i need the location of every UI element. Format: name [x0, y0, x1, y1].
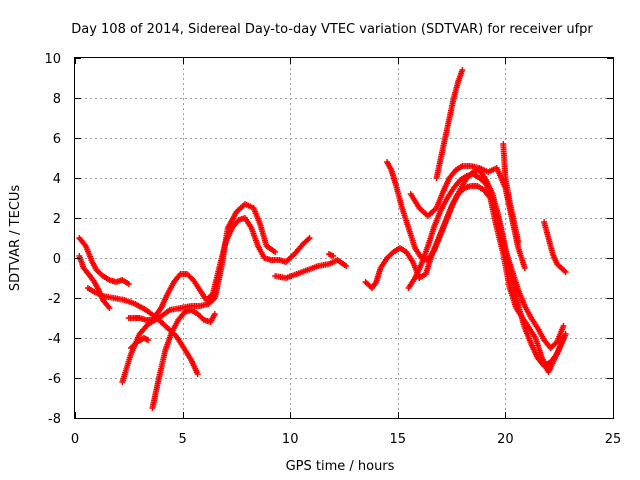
- x-tick-label: 25: [605, 432, 622, 447]
- y-tick-label: 4: [53, 172, 61, 187]
- x-tick-label: 15: [390, 432, 407, 447]
- data-point-marker: [305, 236, 312, 243]
- x-axis-label: GPS time / hours: [286, 459, 395, 474]
- y-tick-label: 10: [44, 52, 61, 67]
- data-series: [433, 67, 466, 181]
- y-tick-label: -4: [48, 332, 61, 347]
- data-point-marker: [145, 337, 152, 343]
- data-series: [325, 251, 337, 259]
- data-point-marker: [515, 239, 522, 245]
- data-point-marker: [459, 67, 466, 73]
- data-point-marker: [562, 331, 569, 337]
- x-tick-label: 0: [71, 432, 79, 447]
- y-tick-label: 6: [53, 132, 61, 147]
- y-tick-label: 0: [53, 252, 61, 267]
- data-series: [362, 183, 569, 375]
- data-series: [84, 285, 201, 377]
- grid-lines: [75, 58, 613, 418]
- chart-title: Day 108 of 2014, Sidereal Day-to-day VTE…: [71, 22, 593, 37]
- plot-frame: [74, 57, 614, 419]
- data-series: [127, 335, 152, 351]
- data-point-marker: [562, 269, 569, 275]
- y-tick-label: -8: [48, 412, 61, 427]
- data-point-marker: [343, 263, 350, 269]
- data-point-marker: [330, 253, 337, 259]
- data-point-marker: [521, 265, 528, 271]
- y-tick-label: 2: [53, 212, 61, 227]
- data-point-marker: [208, 292, 215, 299]
- x-tick-label: 20: [497, 432, 514, 447]
- data-series: [272, 257, 350, 281]
- data-point-marker: [306, 235, 313, 241]
- data-point-marker: [125, 281, 132, 287]
- data-point-marker: [194, 371, 201, 377]
- data-point-marker: [106, 305, 113, 311]
- data-series: [541, 219, 569, 275]
- data-point-marker: [272, 249, 279, 255]
- data-series: [125, 215, 313, 323]
- y-tick-label: -6: [48, 372, 61, 387]
- data-point-marker: [560, 335, 567, 341]
- data-point-marker: [211, 311, 218, 317]
- data-series: [149, 307, 218, 411]
- x-tick-label: 10: [282, 432, 299, 447]
- data-point-marker: [560, 323, 567, 329]
- data-point-marker: [210, 296, 217, 303]
- data-series: [405, 171, 567, 351]
- y-tick-label: -2: [48, 292, 61, 307]
- data-points: [76, 67, 569, 411]
- data-series: [500, 141, 522, 245]
- y-axis-label: SDTVAR / TECUs: [8, 185, 23, 292]
- axis-ticks: 0 5 10 15 20 25 -8 -6 -4 -2 0 2 4 6 8 10: [44, 52, 621, 447]
- data-series: [76, 235, 132, 287]
- y-tick-label: 8: [53, 92, 61, 107]
- x-tick-label: 5: [178, 432, 186, 447]
- data-series: [119, 201, 279, 385]
